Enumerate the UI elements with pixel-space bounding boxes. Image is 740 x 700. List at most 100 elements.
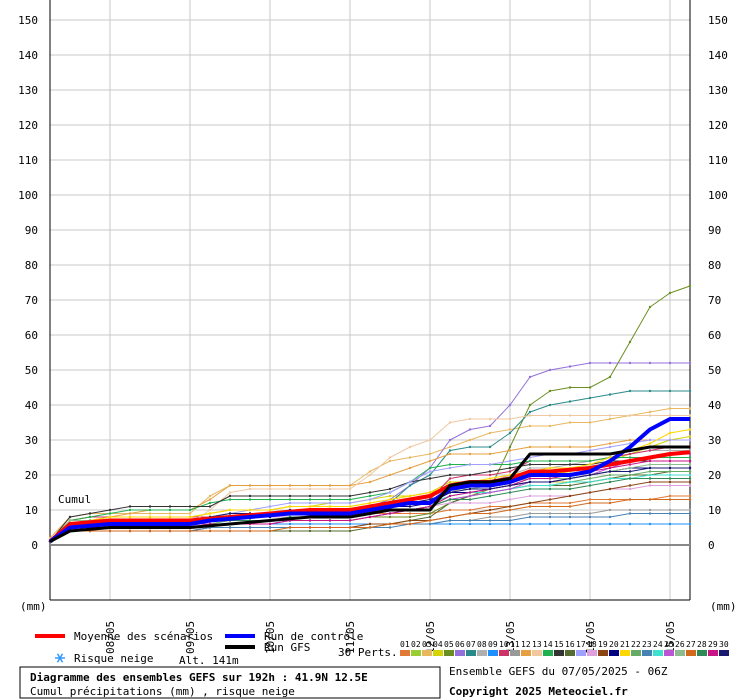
y-tick-label-right: 80 [708, 259, 721, 272]
series-point [408, 466, 412, 470]
series-point [328, 529, 332, 533]
series-point [688, 459, 692, 463]
series-point [688, 361, 692, 365]
series-point [228, 508, 232, 512]
series-point [548, 505, 552, 508]
pert-number: 07 [466, 640, 476, 649]
series-point [508, 487, 512, 491]
series-point [508, 431, 512, 435]
pert-swatch [642, 650, 652, 656]
series-point [688, 498, 692, 501]
series-point [528, 480, 532, 484]
series-point [288, 505, 292, 508]
series-point [668, 480, 672, 484]
series-point [488, 431, 492, 435]
x-tick-label: 08/05 [104, 621, 117, 654]
series-point [208, 494, 212, 498]
pert-number: 09 [488, 640, 498, 649]
series-point [528, 512, 532, 515]
altitude-label: Alt. 141m [179, 654, 239, 667]
series-point [348, 529, 352, 533]
pert-swatch [587, 650, 597, 656]
footer-run-info: Ensemble GEFS du 07/05/2025 - 06Z [449, 665, 668, 678]
series-point [628, 470, 632, 473]
series-point [228, 529, 232, 533]
series-point [508, 403, 512, 407]
pert-swatch [598, 650, 608, 656]
series-point [448, 501, 452, 505]
series-point [288, 487, 292, 491]
series-point [648, 449, 652, 452]
series-point [108, 512, 112, 515]
series-point [548, 424, 552, 428]
pert-number: 06 [455, 640, 465, 649]
series-point [668, 470, 672, 473]
series-point [648, 442, 652, 445]
series-point [428, 473, 432, 477]
y-tick-label-left: 90 [25, 224, 38, 237]
legend-control-label: Run de contrôle [264, 630, 363, 643]
pert-number: 10 [499, 640, 509, 649]
series-point [488, 491, 492, 494]
series-point [348, 487, 352, 491]
series-point [368, 494, 372, 498]
series-point [628, 487, 632, 491]
series-point [548, 389, 552, 393]
series-point [508, 491, 512, 494]
x-axis: 08/05 09/05 10/05 11/05 12/05 13/05 14/05 15/05 [104, 621, 677, 654]
series-point [308, 522, 312, 526]
series-point [688, 428, 692, 431]
series-point [648, 484, 652, 487]
series-point [368, 473, 372, 477]
pert-swatch [653, 650, 663, 656]
y-axis-right: 0 10 20 30 40 50 60 70 80 90 100 110 120 130 140 150 [708, 14, 728, 552]
series-point [668, 361, 672, 365]
series-point [468, 417, 472, 421]
series-point [408, 515, 412, 519]
series-point [688, 512, 692, 515]
pert-number: 23 [642, 640, 652, 649]
series-point [508, 445, 512, 449]
series-point [488, 487, 492, 491]
series-point [608, 522, 612, 526]
series-point [568, 459, 572, 463]
series-point [628, 512, 632, 515]
series-point [568, 494, 572, 498]
legend-mean-swatch [35, 634, 65, 638]
y-tick-label-right: 60 [708, 329, 721, 342]
series-point [588, 421, 592, 424]
series-point [688, 438, 692, 442]
series-point [548, 403, 552, 407]
series-point [548, 480, 552, 484]
series-point [308, 501, 312, 505]
series-point [668, 512, 672, 515]
series-point [208, 529, 212, 533]
series-point [568, 505, 572, 508]
pert-number: 28 [697, 640, 707, 649]
series-point [388, 459, 392, 463]
series-point [388, 515, 392, 519]
series-point [568, 386, 572, 389]
series-point [208, 498, 212, 501]
y-tick-label-right: 120 [708, 119, 728, 132]
series-point [468, 438, 472, 442]
series-point [348, 519, 352, 522]
series-point [468, 498, 472, 501]
series-point [308, 484, 312, 487]
pert-number: 18 [587, 640, 597, 649]
series-point [628, 438, 632, 442]
series-point [668, 456, 672, 459]
pert-swatch [675, 650, 685, 656]
series-point [328, 484, 332, 487]
series-point [268, 522, 272, 526]
series-point [328, 519, 332, 522]
pert-number: 27 [686, 640, 696, 649]
series-point [388, 456, 392, 459]
series-point [408, 456, 412, 459]
series-point [128, 508, 132, 512]
pert-swatch [455, 650, 465, 656]
series-point [228, 484, 232, 487]
footer-title: Diagramme des ensembles GEFS sur 192h : … [30, 671, 368, 684]
series-point [108, 508, 112, 512]
series-point [528, 410, 532, 414]
